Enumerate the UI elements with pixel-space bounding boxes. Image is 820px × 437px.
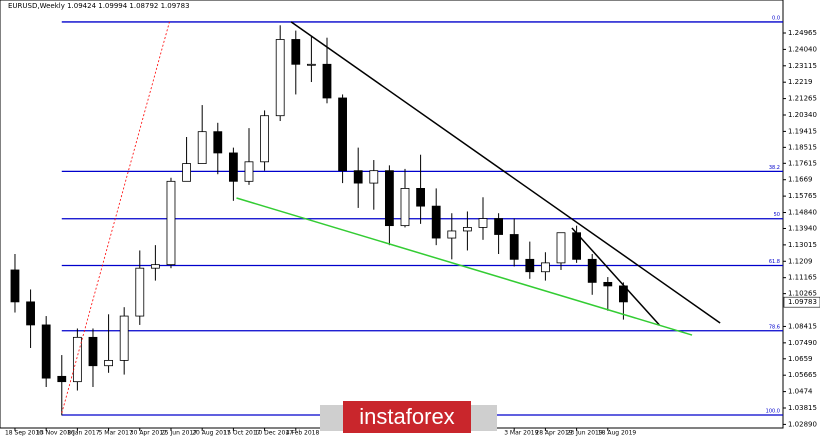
y-tick-label: 1.07490 xyxy=(788,339,817,347)
watermark-box xyxy=(343,401,471,433)
x-tick-label: 3 Mar 2019 xyxy=(504,430,538,437)
y-tick-label: 1.20340 xyxy=(788,111,817,119)
y-tick-label: 1.15765 xyxy=(788,192,817,200)
y-tick-label: 1.1209 xyxy=(788,257,813,265)
y-tick-label: 1.19415 xyxy=(788,127,817,135)
y-tick-label: 1.18515 xyxy=(788,143,817,151)
y-tick-label: 1.23115 xyxy=(788,62,817,70)
y-tick-label: 1.0474 xyxy=(788,388,813,396)
candle-body xyxy=(213,131,223,154)
candle-body xyxy=(57,375,67,383)
candle-body xyxy=(41,324,51,379)
last-price-tag xyxy=(783,296,820,308)
y-tick-label: 1.05665 xyxy=(788,371,817,379)
candle-body xyxy=(494,218,503,235)
candle-body xyxy=(338,97,347,172)
candle-body xyxy=(306,63,316,66)
y-tick-label: 1.1669 xyxy=(788,176,813,184)
fib-label: 50 xyxy=(774,212,780,218)
candle-body xyxy=(541,262,550,273)
trendline xyxy=(571,227,660,326)
y-tick-label: 1.0659 xyxy=(788,355,813,363)
x-tick-label: 15 Oct 2017 xyxy=(223,430,260,437)
candle-body xyxy=(275,39,285,117)
fib-label: 38.2 xyxy=(769,165,780,171)
x-tick-label: 10 Dec 2017 xyxy=(255,430,294,437)
y-tick-label: 1.13940 xyxy=(788,224,817,232)
y-tick-label: 1.08415 xyxy=(788,322,817,330)
y-tick-label: 1.14840 xyxy=(788,209,817,217)
y-tick-label: 1.24965 xyxy=(788,29,817,37)
candle-body xyxy=(197,131,207,164)
candle-body xyxy=(10,269,20,303)
candle-body xyxy=(353,170,363,184)
y-tick-label: 1.21265 xyxy=(788,95,817,103)
x-tick-label: 28 Apr 2019 xyxy=(535,430,572,437)
candle-body xyxy=(462,227,472,232)
last-price-label: 1.09783 xyxy=(788,298,817,306)
y-tick-label: 1.2219 xyxy=(788,78,813,86)
x-tick-label: 20 Aug 2017 xyxy=(192,430,231,437)
candle-body xyxy=(603,281,613,287)
candle-body xyxy=(244,161,254,182)
y-tick-label: 1.03815 xyxy=(788,404,817,412)
candle-body xyxy=(416,188,425,207)
candle-body xyxy=(72,336,82,383)
candle-body xyxy=(228,152,238,182)
y-tick-label: 1.11165 xyxy=(788,274,817,282)
x-tick-label: 5 Mar 2017 xyxy=(99,430,133,437)
candle-body xyxy=(447,230,457,239)
candle-body xyxy=(26,301,35,326)
fib-label: 61.8 xyxy=(769,259,780,265)
candle-body xyxy=(166,180,176,266)
x-tick-label: 23 Jun 2019 xyxy=(567,430,603,437)
candle-body xyxy=(119,315,129,361)
watermark-text: instaforex xyxy=(359,404,454,429)
candle-body xyxy=(150,264,160,269)
candle-body xyxy=(525,258,535,273)
trendline xyxy=(236,197,693,336)
y-tick-label: 1.13015 xyxy=(788,241,817,249)
candle-body xyxy=(556,232,566,264)
y-tick-label: 1.17615 xyxy=(788,159,817,167)
candle-body xyxy=(509,234,519,260)
fib-label: 0.0 xyxy=(772,15,780,21)
candle-body xyxy=(104,359,113,367)
candle-body xyxy=(369,170,379,184)
fib-label: 78.6 xyxy=(769,324,780,330)
fib-label: 100.0 xyxy=(766,409,780,415)
candle-body xyxy=(587,258,597,283)
x-tick-label: 8 Jan 2017 xyxy=(67,430,99,437)
x-tick-label: 18 Sep 2016 xyxy=(5,430,43,437)
candle-body xyxy=(291,39,301,65)
candle-body xyxy=(322,63,332,99)
candle-body xyxy=(182,163,191,182)
chart-title: EURUSD,Weekly 1.09424 1.09994 1.08792 1.… xyxy=(8,2,190,10)
y-tick-label: 1.02890 xyxy=(788,420,817,428)
candle-body xyxy=(135,267,145,317)
y-tick-label: 1.24040 xyxy=(788,45,817,53)
candle-body xyxy=(384,170,394,227)
candle-body xyxy=(88,336,98,367)
candle-body xyxy=(260,115,269,163)
y-tick-label: 1.10265 xyxy=(788,290,817,298)
x-tick-label: 25 Jun 2017 xyxy=(161,430,197,437)
trendline xyxy=(290,21,721,324)
candle-body xyxy=(478,218,488,228)
x-tick-label: 18 Aug 2019 xyxy=(598,430,637,437)
watermark: instaforex xyxy=(320,401,497,433)
candle-body xyxy=(400,188,410,227)
x-tick-label: 4 Feb 2018 xyxy=(286,430,320,437)
x-tick-label: 30 Apr 2017 xyxy=(130,430,167,437)
x-tick-label: 13 Nov 2016 xyxy=(36,430,75,437)
candle-body xyxy=(431,205,441,239)
